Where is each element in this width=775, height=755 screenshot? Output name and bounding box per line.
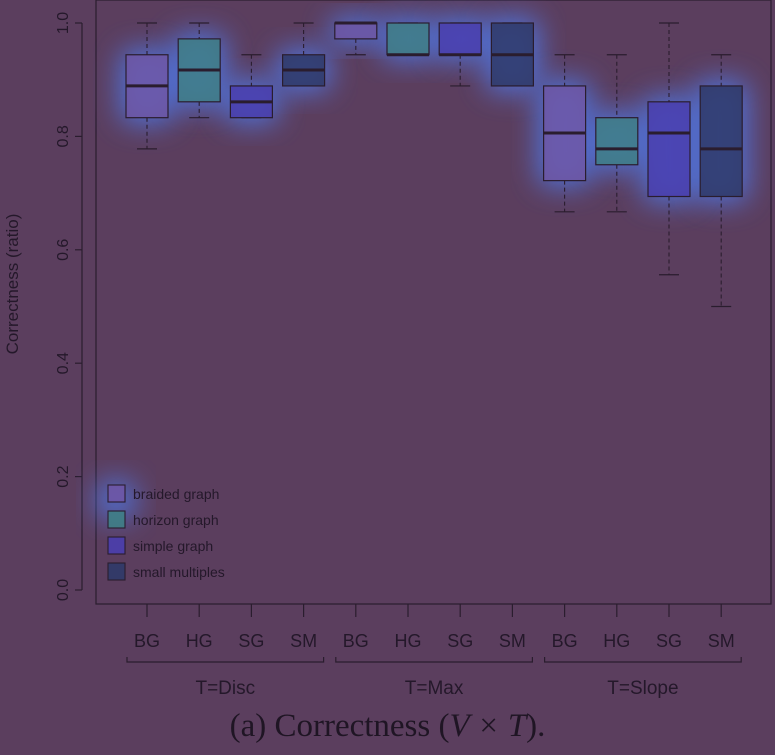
x-tick-label: BG	[552, 631, 578, 651]
boxplot-boxes	[125, 21, 743, 308]
box-sg	[647, 101, 691, 198]
y-tick-label: 0.4	[55, 352, 72, 374]
legend-label: simple graph	[133, 538, 213, 554]
caption-math: V × T	[449, 708, 527, 744]
x-tick-label: SM	[499, 631, 526, 651]
legend-label: horizon graph	[133, 512, 219, 528]
y-axis-label: Correctness (ratio)	[3, 214, 22, 355]
group-bracket	[126, 657, 325, 663]
x-tick-label: HG	[186, 631, 213, 651]
x-tick-label: HG	[395, 631, 422, 651]
box-bg	[334, 22, 378, 40]
x-tick-label: SM	[290, 631, 317, 651]
legend-swatch	[107, 562, 126, 581]
y-tick-label: 1.0	[55, 12, 72, 34]
box-hg	[386, 22, 430, 56]
x-tick-label: SM	[708, 631, 735, 651]
group-label: T=Disc	[195, 678, 255, 699]
x-tick-label: BG	[343, 631, 369, 651]
legend: braided graph horizon graph simple graph sm…	[96, 480, 225, 581]
x-tick-label: SG	[238, 631, 264, 651]
box-hg	[595, 117, 639, 166]
boxplot-chart: 0.0 0.2 0.4 0.6 0.8 1.0 Correctness (ratio) B…	[3, 0, 772, 699]
box-sg	[438, 22, 482, 56]
legend-swatch	[107, 536, 126, 555]
caption-prefix: (a) Correctness (	[229, 708, 450, 744]
box-sm	[699, 85, 743, 198]
x-tick-label: HG	[603, 631, 630, 651]
group-label: T=Max	[405, 678, 464, 699]
group-bracket	[544, 657, 742, 663]
caption-suffix: ).	[526, 708, 546, 744]
y-tick-label: 0.8	[55, 125, 72, 147]
y-tick-label: 0.6	[55, 239, 72, 261]
y-tick-label: 0.2	[55, 465, 72, 487]
legend-label: small multiples	[133, 564, 225, 580]
x-tick-label: SG	[447, 631, 473, 651]
legend-label: braided graph	[133, 486, 219, 502]
plot-frame	[95, 0, 772, 605]
legend-swatch	[107, 510, 126, 529]
y-axis: 0.0 0.2 0.4 0.6 0.8 1.0	[55, 12, 83, 601]
group-bracket	[335, 657, 533, 663]
legend-swatch	[107, 484, 126, 503]
group-label: T=Slope	[607, 678, 678, 699]
figure-caption: (a) Correctness (V × T).	[0, 708, 775, 745]
x-tick-label: SG	[656, 631, 682, 651]
x-axis: BG HG SG SM T=Disc BG HG SG SM T=Max BG HG SG SM T=Slo…	[126, 604, 742, 699]
x-tick-label: BG	[134, 631, 160, 651]
y-tick-label: 0.0	[55, 579, 72, 601]
